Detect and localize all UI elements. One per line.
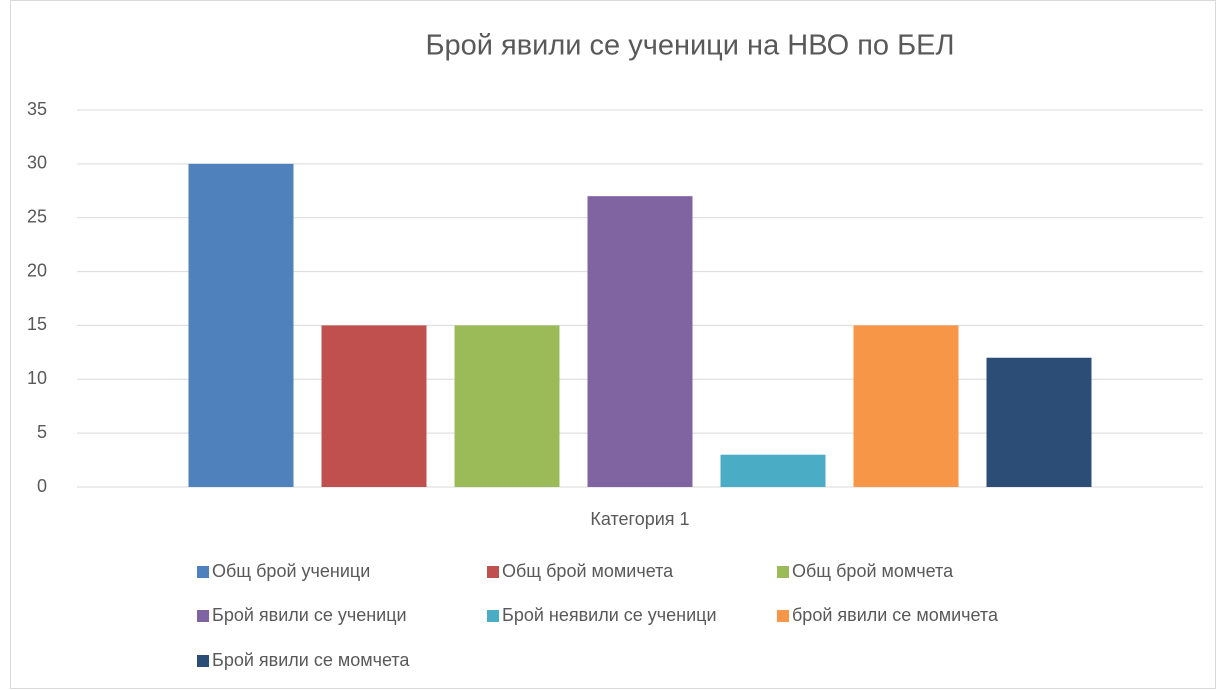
y-tick-label: 20: [27, 260, 47, 280]
bar: [188, 163, 294, 487]
y-tick-label: 5: [37, 422, 47, 442]
y-tick-label: 0: [37, 476, 47, 496]
legend-swatch: [777, 566, 789, 578]
legend-swatch: [197, 610, 209, 622]
legend-swatch: [487, 566, 499, 578]
bar: [321, 325, 427, 487]
legend-label: брой явили се момичета: [792, 605, 999, 625]
x-tick-label: Категория 1: [590, 509, 689, 529]
legend-swatch: [197, 566, 209, 578]
legend-label: Брой неявили се ученици: [502, 605, 717, 625]
y-tick-label: 30: [27, 153, 47, 173]
legend-swatch: [197, 655, 209, 667]
legend-label: Общ брой момчета: [792, 561, 954, 581]
bar: [587, 196, 693, 487]
y-tick-label: 15: [27, 314, 47, 334]
legend-label: Брой явили се ученици: [212, 605, 407, 625]
y-tick-label: 25: [27, 206, 47, 226]
y-tick-label: 10: [27, 368, 47, 388]
bar: [454, 325, 560, 487]
bar: [986, 357, 1092, 487]
bar: [720, 454, 826, 487]
bar: [853, 325, 959, 487]
legend-swatch: [777, 610, 789, 622]
legend-swatch: [487, 610, 499, 622]
legend-label: Общ брой ученици: [212, 561, 370, 581]
legend-label: Общ брой момичета: [502, 561, 674, 581]
legend-label: Брой явили се момчета: [212, 650, 410, 670]
y-tick-label: 35: [27, 99, 47, 119]
chart-title: Брой явили се ученици на НВО по БЕЛ: [426, 30, 955, 62]
